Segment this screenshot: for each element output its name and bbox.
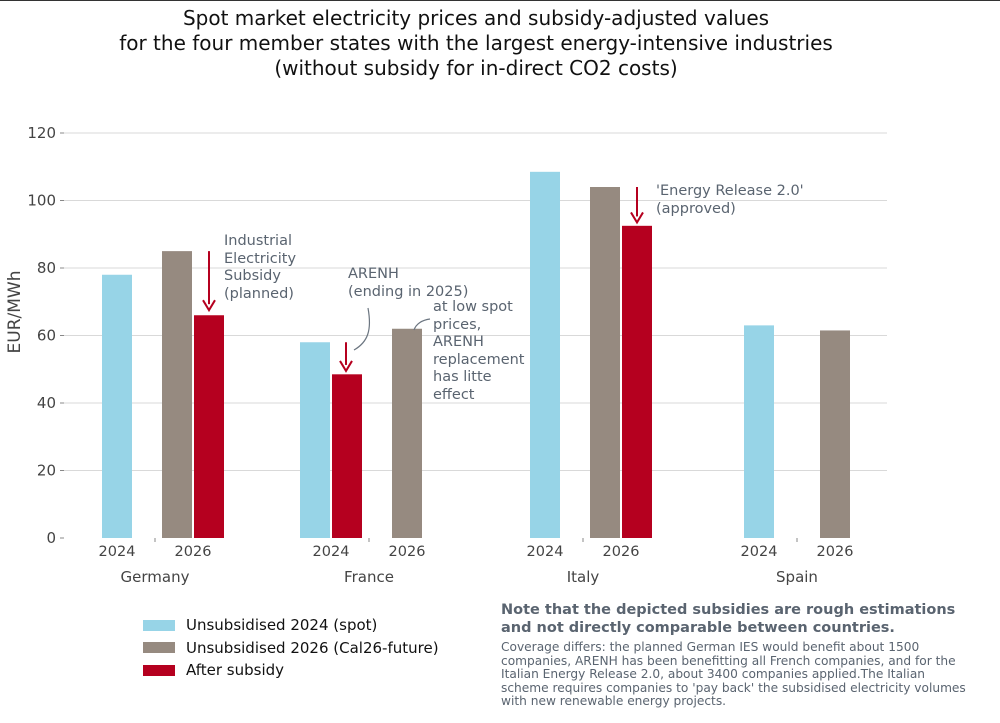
bar-italy-2026 — [590, 187, 620, 538]
annotation-germany-subsidy: Industrial Electricity Subsidy (planned) — [224, 233, 296, 303]
legend-label: After subsidy — [186, 661, 285, 680]
legend-swatch — [143, 619, 175, 631]
annotation-line: ARENH — [433, 334, 484, 350]
annotation-line: Subsidy — [224, 268, 281, 284]
legend-item-after-subsidy: After subsidy — [143, 659, 439, 682]
bar-france-after-subsidy — [332, 374, 362, 538]
footnote-body-line: Italian Energy Release 2.0, about 3400 c… — [501, 667, 926, 682]
y-axis-label: EUR/MWh — [5, 271, 25, 354]
y-tick-label: 120 — [27, 124, 56, 142]
legend-item-2024: Unsubsidised 2024 (spot) — [143, 614, 439, 637]
annotation-line: (planned) — [224, 285, 294, 302]
legend-swatch — [143, 642, 175, 654]
x-tick-label-year: 2026 — [175, 544, 212, 560]
footnote-heading-line: Note that the depicted subsidies are rou… — [501, 602, 956, 618]
footnote-body-line: companies, ARENH has been benefitting al… — [501, 653, 956, 668]
bar-italy-after-subsidy — [622, 225, 652, 538]
legend-label: Unsubsidised 2024 (spot) — [186, 616, 378, 635]
arrow-france-head — [339, 360, 353, 373]
annotation-italy-release: 'Energy Release 2.0' (approved) — [656, 183, 804, 218]
arrow-italy-head — [630, 211, 644, 225]
footnote-body-line: with new renewable energy projects. — [501, 694, 727, 709]
connector-arenh — [353, 307, 371, 351]
annotation-line: ARENH — [348, 266, 399, 282]
legend-label: Unsubsidised 2026 (Cal26-future) — [186, 638, 439, 657]
top-border — [0, 0, 1000, 1]
x-tick-label-year: 2026 — [389, 544, 426, 560]
x-tick-label-country: Spain — [776, 568, 818, 586]
y-tick-label: 0 — [46, 529, 56, 547]
chart-legend: Unsubsidised 2024 (spot) Unsubsidised 20… — [143, 614, 439, 682]
bar-italy-2024 — [530, 171, 560, 538]
bar-germany-2026 — [162, 251, 192, 538]
legend-swatch — [143, 664, 175, 676]
bar-chart: 0 20 40 60 80 100 120 EUR/MWh 2024 2026 Germany 202… — [5, 124, 887, 586]
annotation-line: Industrial — [224, 233, 293, 249]
annotation-line: (ending in 2025) — [348, 283, 469, 300]
y-tick-label: 100 — [27, 192, 56, 210]
x-tick-label-year: 2024 — [527, 544, 564, 560]
bar-spain-2026 — [820, 330, 850, 538]
annotation-line: replacement — [433, 351, 525, 368]
footnote-heading-line: and not directly comparable between coun… — [501, 620, 895, 636]
annotation-line: (approved) — [656, 200, 736, 217]
x-tick-label-country: France — [344, 568, 394, 586]
chart-title-line-1: Spot market electricity prices and subsi… — [182, 6, 770, 30]
chart-title-line-3: (without subsidy for in-direct CO2 costs… — [274, 56, 678, 80]
bar-germany-2024 — [102, 274, 132, 538]
y-tick-label: 80 — [37, 259, 56, 277]
bar-france-2024 — [300, 342, 330, 538]
x-tick-label-year: 2024 — [741, 544, 778, 560]
footnote-body: Coverage differs: the planned German IES… — [501, 640, 996, 709]
x-tick-label-country: Italy — [567, 568, 600, 586]
annotation-line: 'Energy Release 2.0' — [656, 183, 804, 199]
annotation-france-low-prices: at low spot prices, ARENH replacement ha… — [433, 299, 525, 404]
footnote-body-line: Coverage differs: the planned German IES… — [501, 640, 920, 654]
connector-low-prices — [413, 318, 431, 331]
x-tick-label-year: 2026 — [817, 544, 854, 560]
annotation-line: effect — [433, 386, 475, 403]
annotation-line: Electricity — [224, 250, 297, 267]
annotation-line: prices, — [433, 316, 482, 333]
annotation-line: has litte — [433, 369, 492, 385]
bar-france-2026 — [392, 328, 422, 538]
x-tick-label-country: Germany — [121, 568, 190, 586]
footnote: Note that the depicted subsidies are rou… — [501, 601, 996, 709]
y-tick-label: 20 — [37, 462, 56, 480]
annotation-line: at low spot — [433, 299, 513, 315]
y-tick-label: 60 — [37, 327, 56, 345]
arrow-germany-head — [202, 299, 216, 313]
bar-spain-2024 — [744, 325, 774, 538]
x-tick-label-year: 2024 — [313, 544, 350, 560]
footnote-heading: Note that the depicted subsidies are rou… — [501, 601, 996, 637]
chart-title-line-2: for the four member states with the larg… — [119, 31, 833, 55]
x-tick-label-year: 2024 — [99, 544, 136, 560]
legend-item-2026: Unsubsidised 2026 (Cal26-future) — [143, 637, 439, 660]
bar-germany-after-subsidy — [194, 315, 224, 538]
y-tick-label: 40 — [37, 394, 56, 412]
footnote-body-line: scheme requires companies to 'pay back' … — [501, 680, 966, 695]
x-tick-label-year: 2026 — [603, 544, 640, 560]
annotation-france-arenh: ARENH (ending in 2025) — [348, 266, 468, 301]
